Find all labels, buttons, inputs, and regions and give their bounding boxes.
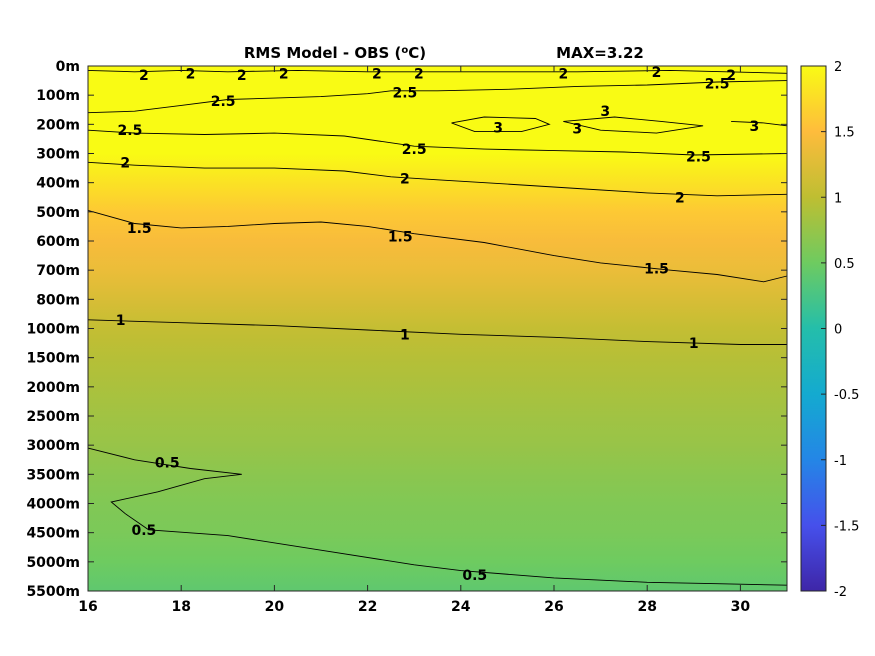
y-tick-label: 5000m bbox=[26, 555, 80, 571]
y-tick-label: 200m bbox=[36, 117, 80, 133]
y-tick-label: 0m bbox=[56, 59, 80, 75]
contour-label: 2 bbox=[400, 171, 410, 187]
colorbar-tick-label: 0 bbox=[834, 323, 842, 338]
contour-label: 2.5 bbox=[686, 149, 711, 165]
contour-line bbox=[87, 80, 788, 114]
colorbar-tick-label: -1.5 bbox=[834, 519, 859, 534]
x-tick-label: 16 bbox=[78, 599, 97, 615]
max-value-label: MAX=3.22 bbox=[556, 44, 644, 62]
contour-label: 2 bbox=[558, 66, 568, 82]
colorbar-tick-label: -1 bbox=[834, 454, 847, 469]
colorbar-tick-label: -0.5 bbox=[834, 388, 859, 403]
contour-label: 1.5 bbox=[644, 262, 669, 278]
x-tick-label: 30 bbox=[731, 599, 751, 615]
contour-line bbox=[451, 116, 551, 133]
x-tick-label: 26 bbox=[544, 599, 563, 615]
y-tick-label: 100m bbox=[36, 88, 80, 104]
y-tick-label: 500m bbox=[36, 205, 80, 221]
contour-lines bbox=[87, 69, 788, 586]
contour-label: 1 bbox=[400, 327, 410, 343]
contour-label: 2 bbox=[279, 66, 289, 82]
contour-line bbox=[87, 161, 788, 197]
y-tick-label: 400m bbox=[36, 176, 80, 192]
contour-label: 2.5 bbox=[118, 123, 143, 139]
x-axis: 16 18 20 22 24 26 28 30 bbox=[78, 66, 750, 615]
colorbar-tick-label: 2 bbox=[834, 60, 842, 75]
contour-label: 2 bbox=[372, 66, 382, 82]
contour-label: 2 bbox=[120, 155, 130, 171]
contour-label: 2.5 bbox=[392, 85, 417, 101]
title-text: RMS Model - OBS (oC) bbox=[244, 44, 426, 62]
contour-line bbox=[563, 116, 704, 134]
contour-label: 3 bbox=[750, 119, 760, 135]
y-tick-label: 4500m bbox=[26, 526, 80, 542]
y-tick-label: 300m bbox=[36, 147, 80, 163]
contour-line bbox=[731, 120, 788, 127]
contour-label: 2.5 bbox=[211, 94, 236, 110]
colorbar-tick-label: 1 bbox=[834, 191, 842, 206]
contour-label: 0.5 bbox=[155, 456, 180, 472]
contour-label: 0.5 bbox=[462, 568, 487, 584]
contour-label: 0.5 bbox=[132, 523, 157, 539]
contour-label: 2 bbox=[139, 68, 149, 84]
contour-label: 1.5 bbox=[127, 221, 152, 237]
x-tick-label: 20 bbox=[265, 599, 285, 615]
contour-line bbox=[87, 319, 787, 345]
contour-label: 2 bbox=[186, 66, 196, 82]
contour-line bbox=[87, 129, 788, 156]
y-tick-label: 3500m bbox=[26, 467, 80, 483]
contour-field bbox=[88, 66, 787, 591]
contour-label: 2 bbox=[675, 190, 685, 206]
colorbar-tick-label: 0.5 bbox=[834, 257, 855, 272]
y-tick-label: 1500m bbox=[26, 351, 80, 367]
x-tick-label: 24 bbox=[451, 599, 471, 615]
contour-line bbox=[87, 209, 788, 283]
x-tick-label: 18 bbox=[171, 599, 190, 615]
contour-line bbox=[87, 69, 788, 74]
y-axis: 0m 100m 200m 300m 400m 500m 600m 700m 800m 1000m 1… bbox=[26, 59, 787, 600]
contour-label: 3 bbox=[600, 104, 610, 120]
contour-label: 3 bbox=[572, 122, 582, 138]
y-tick-label: 2500m bbox=[26, 409, 80, 425]
contour-label: 2 bbox=[237, 68, 247, 84]
colorbar-tick-label: 1.5 bbox=[834, 126, 855, 141]
contour-label: 1 bbox=[116, 313, 126, 329]
y-tick-label: 4000m bbox=[26, 497, 80, 513]
y-tick-label: 1000m bbox=[26, 322, 80, 338]
chart-title: RMS Model - OBS (oC) MAX=3.22 bbox=[244, 44, 644, 62]
y-tick-label: 600m bbox=[36, 234, 80, 250]
contour-label: 3 bbox=[493, 120, 503, 136]
x-tick-label: 28 bbox=[637, 599, 656, 615]
contour-line bbox=[87, 447, 788, 586]
colorbar-tick-label: -2 bbox=[834, 585, 847, 600]
contour-label: 2.5 bbox=[705, 77, 730, 93]
y-tick-label: 800m bbox=[36, 292, 80, 308]
y-tick-label: 700m bbox=[36, 263, 80, 279]
y-tick-label: 5500m bbox=[26, 584, 80, 600]
y-tick-label: 3000m bbox=[26, 438, 80, 454]
colorbar: 2 1.5 1 0.5 0 -0.5 -1 -1.5 -2 bbox=[800, 60, 859, 600]
contour-label: 2.5 bbox=[402, 142, 427, 158]
contour-label: 1.5 bbox=[388, 230, 413, 246]
contour-label: 2 bbox=[726, 68, 736, 84]
colorbar-ticks: 2 1.5 1 0.5 0 -0.5 -1 -1.5 -2 bbox=[821, 60, 859, 600]
x-tick-label: 22 bbox=[358, 599, 377, 615]
contour-label: 1 bbox=[689, 336, 699, 352]
contour-label: 2 bbox=[652, 65, 662, 81]
contour-label: 2 bbox=[414, 66, 424, 82]
y-tick-label: 2000m bbox=[26, 380, 80, 396]
